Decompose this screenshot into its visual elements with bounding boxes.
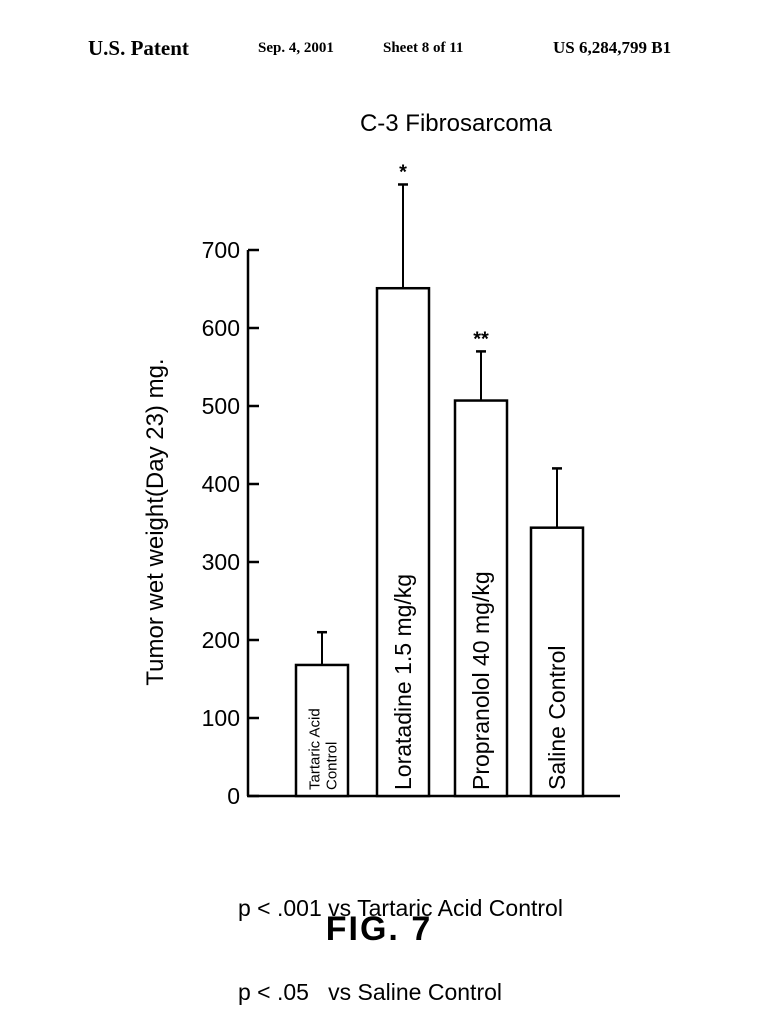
bar-group: Saline Control [531, 468, 583, 796]
y-tick-label: 300 [202, 549, 240, 575]
footnote-2: p < .05 vs Saline Control [238, 978, 563, 1006]
significance-marker: ** [473, 328, 489, 350]
category-label: Propranolol 40 mg/kg [468, 571, 494, 790]
category-label: Saline Control [544, 646, 570, 790]
category-label: Tartaric Acid [307, 708, 324, 790]
y-axis-label: Tumor wet weight(Day 23) mg. [142, 358, 169, 685]
y-tick-label: 0 [227, 783, 240, 809]
bar-group: Tartaric AcidControl [296, 632, 348, 796]
y-tick-label: 200 [202, 627, 240, 653]
chart-title: C-3 Fibrosarcoma [360, 110, 553, 137]
y-tick-label: 500 [202, 393, 240, 419]
category-label: Loratadine 1.5 mg/kg [390, 574, 416, 790]
figure-label: FIG. 7 [0, 910, 758, 949]
bars: Tartaric AcidControl * Loratadine 1.5 mg/k… [296, 161, 583, 796]
y-tick-label: 400 [202, 471, 240, 497]
bar-group: ** Propranolol 40 mg/kg [455, 328, 507, 796]
y-tick-label: 700 [202, 237, 240, 263]
category-label: Control [324, 742, 341, 790]
significance-marker: * [399, 161, 407, 183]
y-tick-label: 600 [202, 315, 240, 341]
bar-group: * Loratadine 1.5 mg/kg [377, 161, 429, 796]
y-tick-label: 100 [202, 705, 240, 731]
